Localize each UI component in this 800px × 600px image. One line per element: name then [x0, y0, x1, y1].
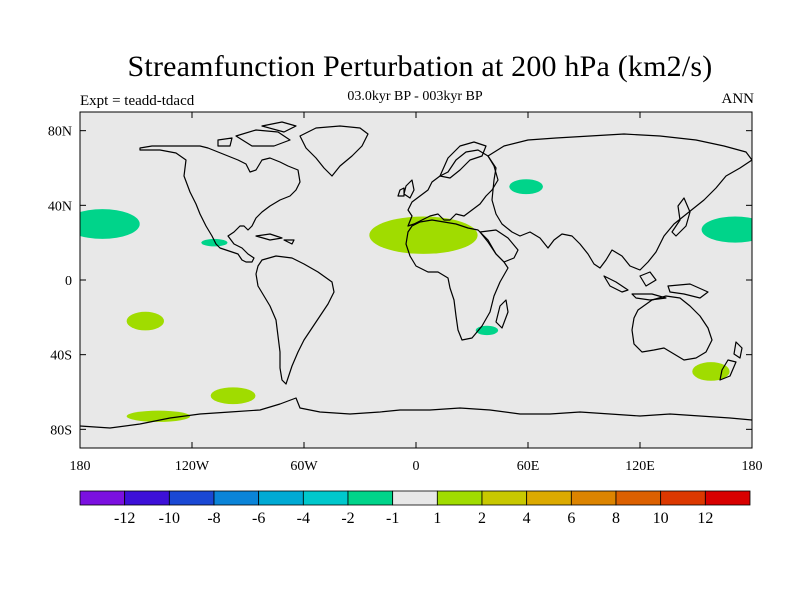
anomaly-southern-ocean-pacific: [210, 387, 256, 405]
colorbar-label: 12: [697, 510, 713, 527]
coastline-greenland: [299, 125, 369, 177]
coastline-caribbean: [255, 233, 295, 245]
experiment-label: Expt = teadd-tdacd: [80, 93, 195, 109]
coastline-arabia: [479, 229, 519, 263]
coastline-south-america: [255, 255, 335, 385]
colorbar-swatch: [79, 490, 126, 506]
colorbar-swatch: [302, 490, 349, 506]
colorbar-swatch: [392, 490, 438, 506]
colorbar-swatch: [213, 490, 260, 506]
colorbar-swatch: [258, 490, 304, 506]
y-tick-label: 40S: [50, 349, 72, 364]
season-label: ANN: [721, 91, 755, 107]
x-tick-label: 120E: [625, 459, 655, 474]
map-background: [80, 112, 752, 448]
x-tick-label: 0: [413, 459, 420, 474]
anomaly-kazakhstan: [509, 179, 543, 195]
colorbar-label: -6: [252, 510, 265, 527]
anomaly-sahara: [369, 216, 478, 254]
x-tick-label: 180: [70, 459, 91, 474]
colorbar-swatch: [526, 490, 572, 506]
colorbar-label: -2: [341, 510, 354, 527]
anomaly-antarctic-coast: [126, 410, 191, 422]
coastline-antarctica: [80, 397, 752, 429]
y-tick-label: 0: [65, 274, 72, 289]
colorbar-label: -8: [207, 510, 220, 527]
y-tick-label: 80S: [50, 423, 72, 438]
x-tick-label: 60E: [517, 459, 540, 474]
colorbar-swatch: [168, 490, 215, 506]
colorbar-swatch: [436, 490, 483, 506]
coastline-arctic-islands: [217, 121, 297, 147]
x-tick-label: 180: [742, 459, 763, 474]
colorbar-label: -1: [386, 510, 399, 527]
anomaly-central-america: [201, 238, 228, 247]
period-label: 03.0kyr BP - 003kyr BP: [347, 89, 483, 104]
colorbar-swatch: [704, 490, 751, 506]
coastline-north-america: [139, 145, 301, 263]
colorbar-label: 1: [433, 510, 441, 527]
colorbar-label: 8: [612, 510, 620, 527]
anomaly-southern-africa: [475, 325, 499, 336]
colorbar-swatch: [124, 490, 170, 506]
coastline-british-isles: [397, 179, 415, 199]
colorbar-label: 2: [478, 510, 486, 527]
y-tick-label: 80N: [48, 125, 72, 140]
colorbar-swatch: [660, 490, 706, 506]
colorbar-swatch: [481, 490, 528, 506]
colorbar-label: 10: [653, 510, 669, 527]
colorbar-swatch: [570, 490, 617, 506]
coastline-indonesia: [603, 271, 709, 301]
colorbar-swatch: [347, 490, 394, 506]
anomaly-north-pacific-west: [80, 209, 140, 239]
anomaly-north-pacific-east: [701, 216, 752, 243]
coastline-australia: [631, 295, 713, 361]
colorbar-label: -12: [114, 510, 135, 527]
coastline-scandinavia: [439, 141, 487, 179]
chart-title: Streamfunction Perturbation at 200 hPa (…: [127, 50, 713, 83]
colorbar-label: -10: [159, 510, 180, 527]
colorbar-label: 4: [523, 510, 531, 527]
coastline-japan: [671, 197, 691, 237]
colorbar-swatch: [615, 490, 662, 506]
coastline-madagascar: [495, 299, 509, 329]
anomaly-south-pacific: [126, 311, 164, 331]
colorbar-label: -4: [297, 510, 310, 527]
coastline-asia: [487, 133, 752, 271]
coastline-new-zealand: [719, 341, 743, 381]
x-tick-label: 60W: [290, 459, 318, 474]
x-tick-label: 120W: [175, 459, 210, 474]
coastline-europe: [407, 149, 499, 227]
y-tick-label: 40N: [48, 199, 72, 214]
colorbar-label: 6: [567, 510, 575, 527]
coastline-africa: [405, 219, 509, 341]
